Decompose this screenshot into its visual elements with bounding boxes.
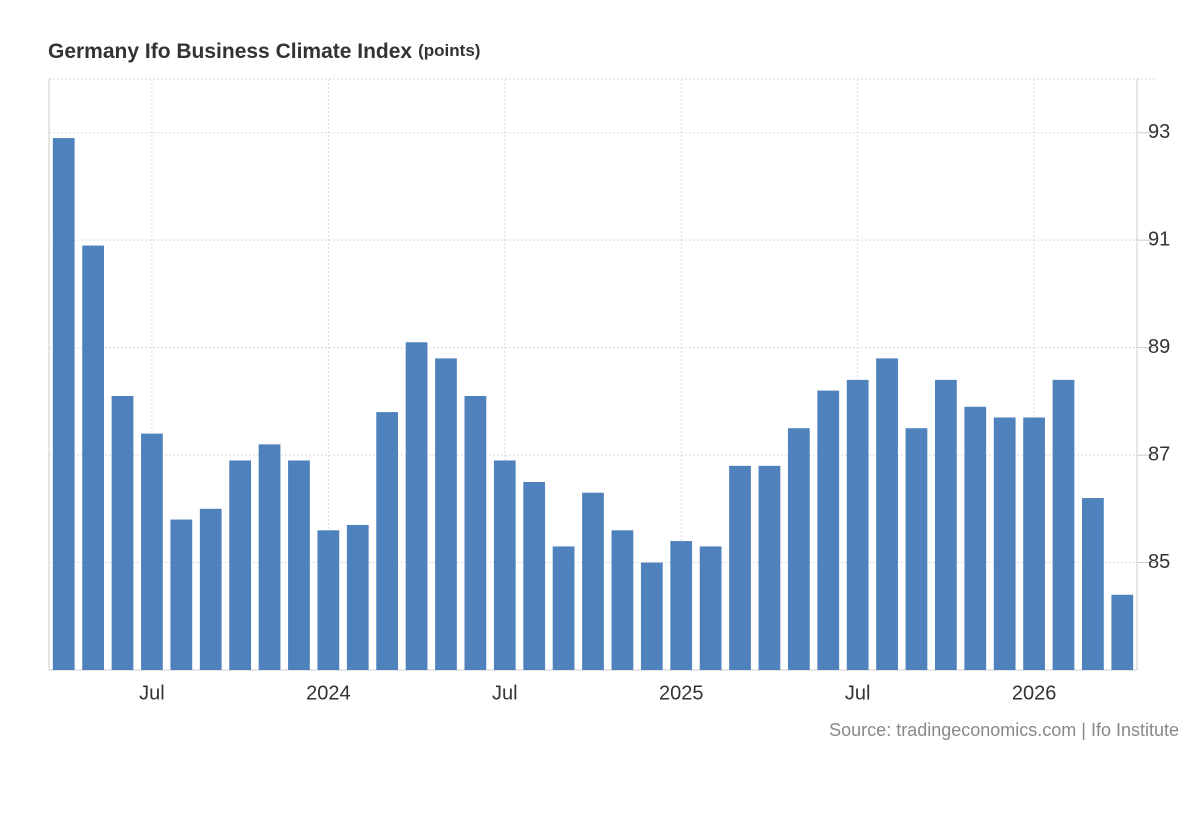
bar bbox=[905, 428, 928, 670]
bar bbox=[611, 530, 634, 670]
bar bbox=[317, 530, 340, 670]
bar bbox=[758, 465, 781, 670]
bar bbox=[141, 433, 163, 670]
bar bbox=[787, 428, 810, 670]
bar bbox=[52, 138, 75, 671]
bar bbox=[199, 508, 222, 670]
bar bbox=[258, 444, 281, 670]
x-tick-label: 2024 bbox=[306, 682, 351, 704]
bar bbox=[111, 395, 134, 670]
x-tick-label: 2025 bbox=[659, 682, 704, 704]
bar bbox=[876, 358, 898, 670]
x-tick-label: 2026 bbox=[1012, 682, 1057, 704]
subtitle: (points) bbox=[418, 41, 480, 60]
bar bbox=[376, 412, 399, 670]
bar bbox=[964, 406, 987, 670]
bar bbox=[1023, 417, 1045, 670]
y-tick-label: 85 bbox=[1148, 551, 1170, 573]
bar bbox=[817, 390, 840, 670]
bar bbox=[346, 524, 369, 670]
bar bbox=[493, 460, 516, 670]
bar bbox=[640, 562, 663, 670]
bar bbox=[288, 460, 310, 670]
bar bbox=[1082, 498, 1104, 670]
bar bbox=[523, 481, 546, 670]
title: Germany Ifo Business Climate Index bbox=[48, 40, 412, 63]
bar bbox=[699, 546, 722, 670]
bar bbox=[435, 358, 457, 670]
bar bbox=[82, 245, 104, 670]
x-tick-label: Jul bbox=[139, 682, 165, 704]
y-tick-label: 87 bbox=[1148, 443, 1170, 465]
y-tick-label: 89 bbox=[1148, 336, 1170, 358]
bar bbox=[170, 519, 193, 670]
bar bbox=[993, 417, 1016, 670]
x-tick-label: Jul bbox=[492, 682, 518, 704]
bar bbox=[934, 379, 957, 670]
bar bbox=[405, 342, 428, 670]
chart-title: Germany Ifo Business Climate Index (point… bbox=[48, 40, 480, 63]
x-tick-label: Jul bbox=[845, 682, 871, 704]
bar bbox=[1111, 594, 1134, 670]
y-tick-label: 93 bbox=[1148, 121, 1170, 143]
bar bbox=[464, 395, 487, 670]
source: Source: tradingeconomics.com | Ifo Insti… bbox=[829, 720, 1179, 740]
bar bbox=[1052, 379, 1075, 670]
bar bbox=[582, 492, 604, 670]
bar bbox=[552, 546, 575, 670]
bar bbox=[729, 465, 751, 670]
bar bbox=[229, 460, 252, 670]
bar bbox=[670, 541, 693, 670]
bar bbox=[846, 379, 869, 670]
y-tick-label: 91 bbox=[1148, 228, 1170, 250]
